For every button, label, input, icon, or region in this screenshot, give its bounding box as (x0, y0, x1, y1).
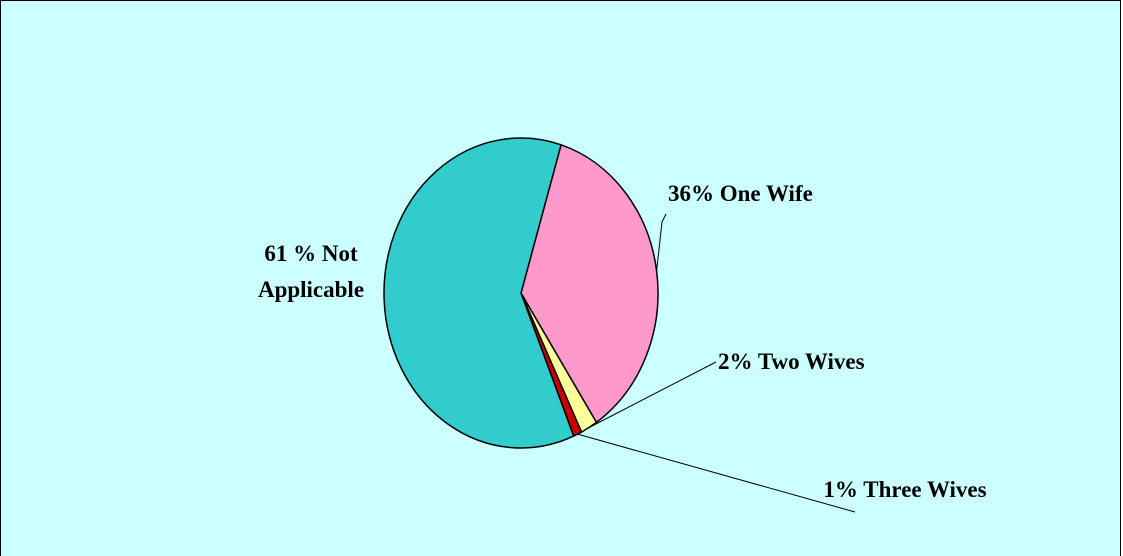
category-label: One Wife (719, 181, 813, 206)
category-label: Three Wives (863, 477, 987, 502)
leader-line (588, 361, 717, 428)
value-label: 1% (823, 477, 858, 502)
value-label: 61 % (264, 241, 317, 266)
value-label: 36% (668, 181, 714, 206)
category-label: Two Wives (757, 349, 865, 374)
leader-line (577, 433, 856, 513)
data-label: 61 % Not Applicable (226, 236, 396, 308)
pie-slice (383, 137, 575, 449)
value-label: 2% (718, 349, 753, 374)
leader-line (656, 213, 667, 271)
data-label: 36% One Wife (668, 176, 928, 212)
data-label: 2% Two Wives (718, 344, 978, 380)
data-label: 1% Three Wives (820, 472, 990, 508)
category-label: Not Applicable (257, 241, 365, 302)
